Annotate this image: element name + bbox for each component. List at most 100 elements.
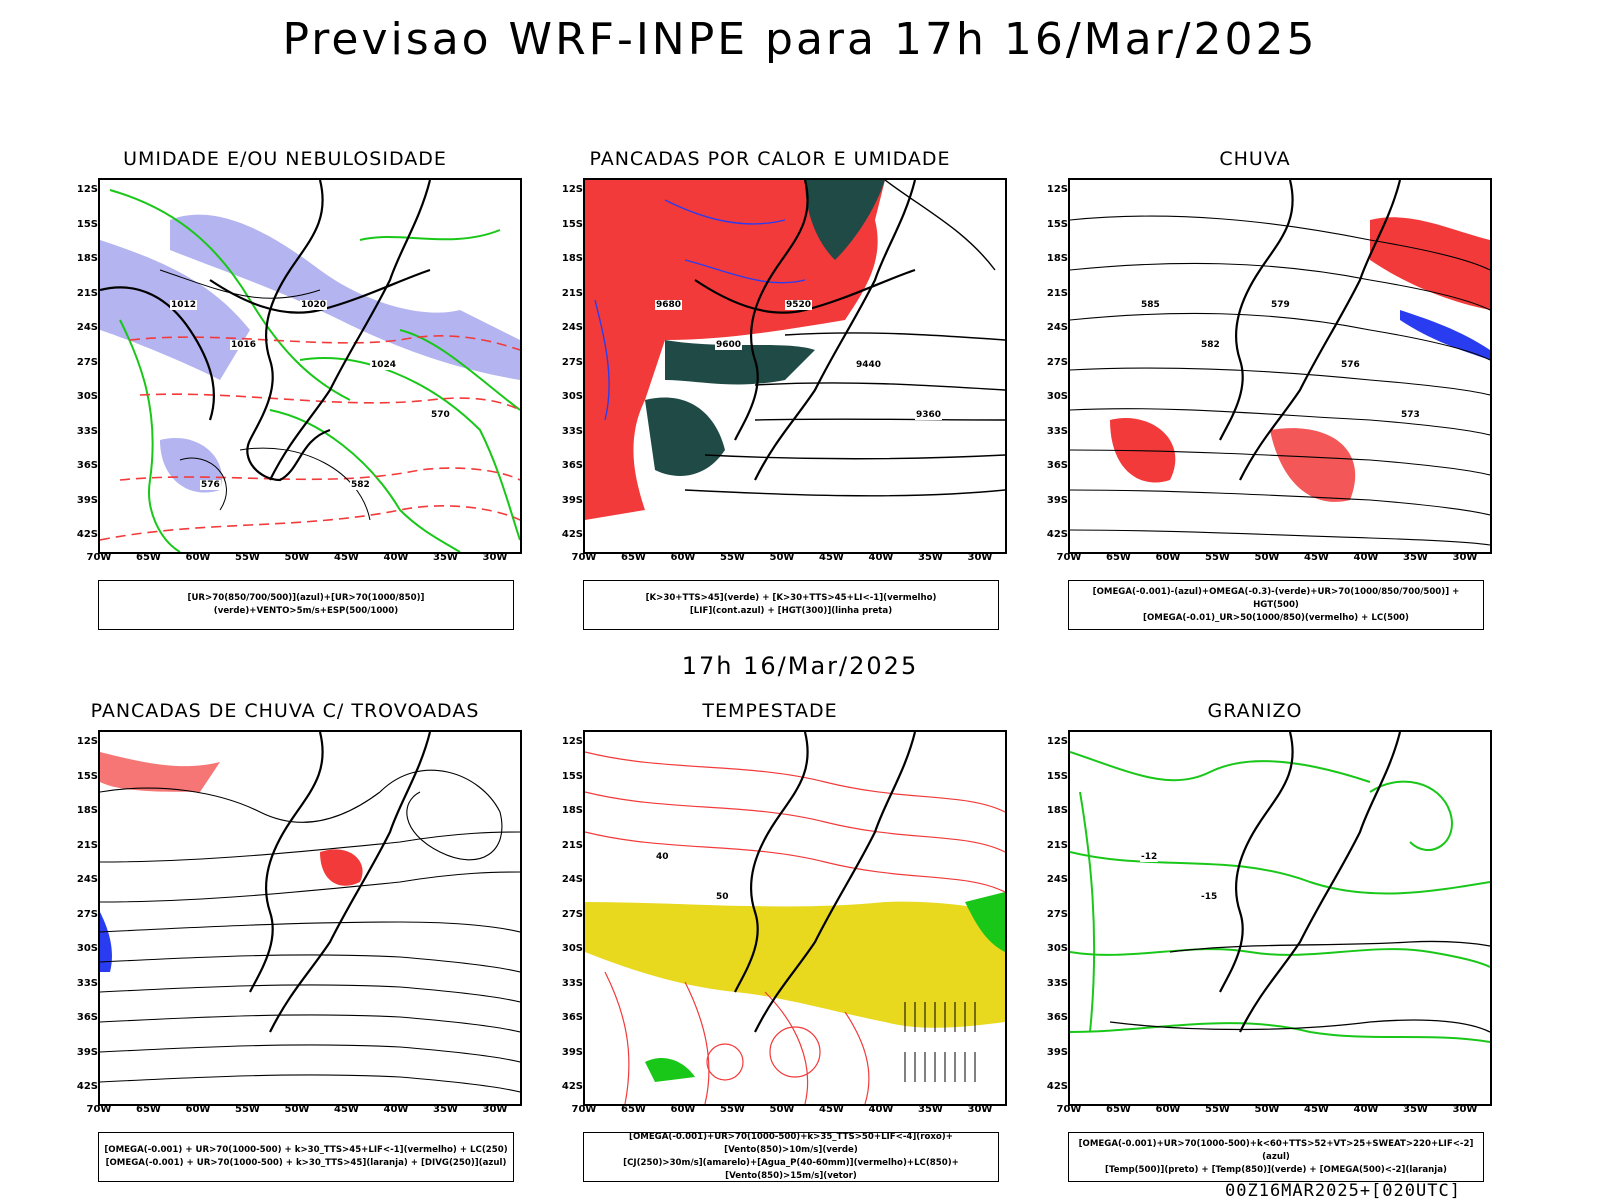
latitude-label: 39S: [76, 494, 98, 506]
pressure-isobars: [159, 269, 371, 521]
panel-title: GRANIZO: [1207, 700, 1303, 722]
longitude-label: 35W: [1403, 1104, 1428, 1115]
legend-line: [K>30+TTS>45](verde) + [K>30+TTS>45+LI<-…: [645, 593, 937, 603]
contour-value-label: 9600: [715, 340, 743, 350]
latitude-label: 15S: [1046, 218, 1068, 230]
country-borders: [100, 180, 432, 482]
longitude-label: 65W: [1106, 1104, 1131, 1115]
thunderstorm-area: [320, 849, 363, 886]
panel-chuva: CHUVA 585 582 579 576 573 [OMEGA(-0.: [1020, 148, 1492, 638]
contour-value-label: 9440: [855, 360, 883, 370]
map-frame[interactable]: [98, 730, 522, 1106]
latitude-label: 33S: [76, 977, 98, 989]
contour-value-label: 579: [1270, 300, 1291, 310]
contour-value-label: 573: [1400, 410, 1421, 420]
map-frame[interactable]: 40 50: [583, 730, 1007, 1106]
latitude-label: 27S: [561, 908, 583, 920]
contour-value-label: 576: [200, 480, 221, 490]
country-borders: [1219, 180, 1402, 481]
legend-line: [OMEGA(-0.001) + UR>70(1000-500) + k>30_…: [104, 1145, 508, 1155]
longitude-label: 60W: [185, 552, 211, 563]
latitude-label: 33S: [1046, 425, 1068, 437]
latitude-label: 12S: [1046, 184, 1068, 195]
latitude-label: 39S: [1046, 494, 1068, 506]
longitude-label: 55W: [1205, 1104, 1230, 1115]
longitude-label: 45W: [334, 552, 359, 563]
contour-value-label: 9360: [915, 410, 943, 420]
panel-title: TEMPESTADE: [702, 700, 838, 722]
longitude-label: 65W: [136, 552, 161, 563]
latitude-label: 39S: [1046, 1046, 1068, 1058]
latitude-label: 21S: [1046, 839, 1068, 851]
thunderstorm-area: [100, 752, 220, 792]
omega-area: [1400, 310, 1490, 360]
map-frame[interactable]: 585 582 579 576 573: [1068, 178, 1492, 554]
longitude-label: 55W: [235, 1104, 260, 1115]
latitude-label: 33S: [561, 425, 583, 437]
convection-area: [585, 180, 885, 520]
latitude-label: 21S: [1046, 287, 1068, 299]
latitude-label: 27S: [561, 356, 583, 368]
contour-value-label: 585: [1140, 300, 1161, 310]
longitude-label: 70W: [571, 552, 597, 563]
legend-line: [OMEGA(-0.001)+UR>70(1000-500)+k>35_TTS>…: [629, 1132, 953, 1155]
latitude-label: 24S: [561, 874, 583, 885]
instability-area: [665, 340, 815, 385]
longitude-label: 45W: [1304, 1104, 1329, 1115]
longitude-label: 50W: [284, 1104, 310, 1115]
country-borders: [694, 180, 917, 481]
latitude-label: 18S: [76, 253, 98, 264]
contour-value-label: 582: [1200, 340, 1221, 350]
latitude-label: 33S: [76, 425, 98, 437]
longitude-label: 65W: [621, 552, 646, 563]
latitude-label: 33S: [1046, 977, 1068, 989]
longitude-label: 50W: [769, 552, 795, 563]
longitude-label: 50W: [1254, 1104, 1280, 1115]
longitude-label: 70W: [1056, 552, 1082, 563]
latitude-label: 36S: [1046, 460, 1068, 471]
panel-legend: [K>30+TTS>45](verde) + [K>30+TTS>45+LI<-…: [583, 580, 999, 630]
latitude-label: 15S: [561, 770, 583, 782]
contour-value-label: 50: [715, 892, 730, 902]
panel-title: PANCADAS DE CHUVA C/ TROVOADAS: [90, 700, 480, 722]
longitude-label: 30W: [967, 1104, 993, 1115]
longitude-label: 65W: [621, 1104, 646, 1115]
panel-title: CHUVA: [1219, 148, 1291, 170]
legend-line: [OMEGA(-0.001) + UR>70(1000-500) + k>30_…: [105, 1158, 507, 1168]
latitude-label: 36S: [1046, 1012, 1068, 1023]
longitude-label: 70W: [86, 1104, 112, 1115]
map-frame[interactable]: 9680 9600 9520 9440 9360: [583, 178, 1007, 554]
humidity-high-area: [170, 214, 520, 380]
latitude-label: 30S: [76, 943, 98, 954]
latitude-label: 27S: [76, 356, 98, 368]
mid-title: 17h 16/Mar/2025: [681, 652, 919, 680]
latitude-label: 39S: [561, 1046, 583, 1058]
panel-title: PANCADAS POR CALOR E UMIDADE: [589, 148, 951, 170]
country-borders: [1219, 732, 1402, 1033]
latitude-label: 21S: [561, 287, 583, 299]
latitude-label: 18S: [1046, 253, 1068, 264]
longitude-label: 60W: [670, 552, 696, 563]
latitude-label: 24S: [1046, 874, 1068, 885]
humidity-low-contours: [109, 189, 520, 552]
latitude-label: 27S: [1046, 908, 1068, 920]
contour-value-label: 1020: [300, 300, 328, 310]
panel-pancadas-trovoadas: PANCADAS DE CHUVA C/ TROVOADAS: [50, 700, 522, 1190]
longitude-label: 45W: [334, 1104, 359, 1115]
longitude-label: 40W: [1353, 1104, 1379, 1115]
latitude-label: 30S: [76, 391, 98, 402]
map-frame[interactable]: -12 -15: [1068, 730, 1492, 1106]
instability-area: [645, 397, 725, 476]
geopotential-contours: [684, 180, 1005, 497]
panel-legend: [UR>70(850/700/500)](azul)+[UR>70(1000/8…: [98, 580, 514, 630]
panel-legend: [OMEGA(-0.001)-(azul)+OMEGA(-0.3)-(verde…: [1068, 580, 1484, 630]
thickness-contours: [100, 335, 520, 541]
latitude-label: 15S: [561, 218, 583, 230]
map-frame[interactable]: 1012 1016 1020 1024 570 576 582: [98, 178, 522, 554]
legend-line: [OMEGA(-0.01)_UR>50(1000/850)(vermelho) …: [1143, 612, 1409, 623]
latitude-label: 42S: [561, 529, 583, 540]
temp-500-contours: [1109, 940, 1490, 1033]
longitude-label: 50W: [1254, 552, 1280, 563]
longitude-label: 70W: [571, 1104, 597, 1115]
legend-line: [CJ(250)>30m/s](amarelo)+[Agua_P(40-60mm…: [623, 1158, 959, 1181]
